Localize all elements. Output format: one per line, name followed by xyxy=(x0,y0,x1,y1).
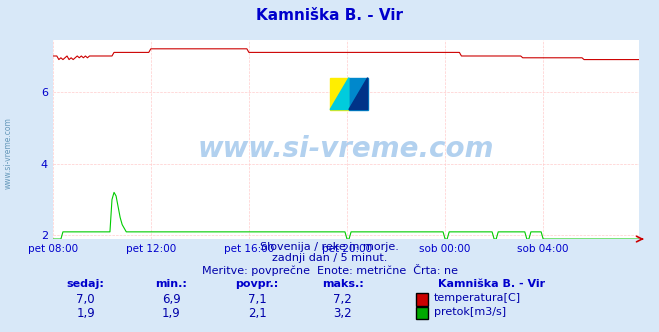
Text: www.si-vreme.com: www.si-vreme.com xyxy=(4,117,13,189)
Text: Meritve: povprečne  Enote: metrične  Črta: ne: Meritve: povprečne Enote: metrične Črta:… xyxy=(202,264,457,276)
Text: min.:: min.: xyxy=(156,279,187,289)
Text: 6,9: 6,9 xyxy=(162,293,181,306)
Text: temperatura[C]: temperatura[C] xyxy=(434,293,521,303)
Text: 2,1: 2,1 xyxy=(248,307,266,320)
Text: Slovenija / reke in morje.: Slovenija / reke in morje. xyxy=(260,242,399,252)
Text: www.si-vreme.com: www.si-vreme.com xyxy=(198,135,494,163)
Text: 7,0: 7,0 xyxy=(76,293,95,306)
Text: 7,1: 7,1 xyxy=(248,293,266,306)
Text: zadnji dan / 5 minut.: zadnji dan / 5 minut. xyxy=(272,253,387,263)
Text: 7,2: 7,2 xyxy=(333,293,352,306)
Text: pretok[m3/s]: pretok[m3/s] xyxy=(434,307,505,317)
Text: Kamniška B. - Vir: Kamniška B. - Vir xyxy=(256,8,403,23)
Text: sedaj:: sedaj: xyxy=(67,279,105,289)
Text: 1,9: 1,9 xyxy=(162,307,181,320)
Bar xyxy=(349,78,368,110)
Text: 3,2: 3,2 xyxy=(333,307,352,320)
Text: 1,9: 1,9 xyxy=(76,307,95,320)
Text: maks.:: maks.: xyxy=(322,279,364,289)
Polygon shape xyxy=(349,78,368,110)
Text: Kamniška B. - Vir: Kamniška B. - Vir xyxy=(438,279,546,289)
Polygon shape xyxy=(330,78,349,110)
Bar xyxy=(330,78,349,110)
Text: povpr.:: povpr.: xyxy=(235,279,279,289)
